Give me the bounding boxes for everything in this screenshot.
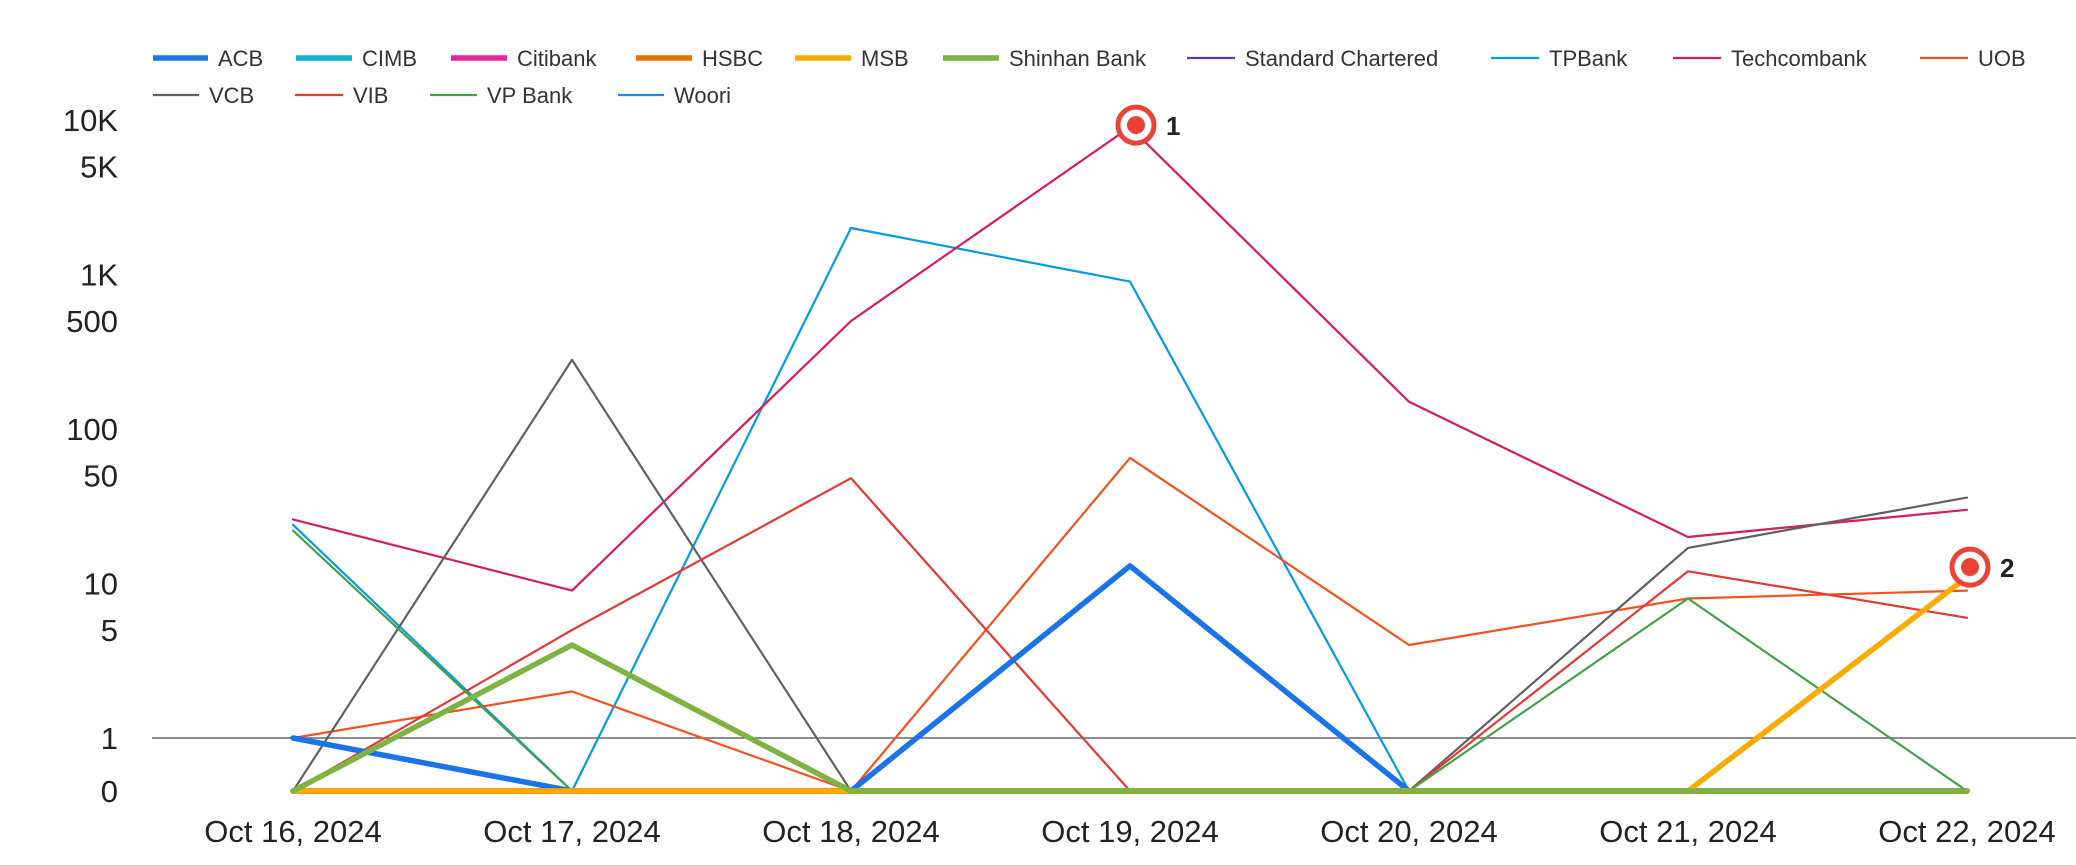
legend-label-uob: UOB — [1978, 46, 2026, 71]
x-tick-label: Oct 21, 2024 — [1599, 814, 1777, 849]
x-tick-label: Oct 17, 2024 — [483, 814, 661, 849]
legend-label-tpbank: TPBank — [1549, 46, 1628, 71]
series-line-acb — [290, 563, 1970, 794]
legend-label-acb: ACB — [218, 46, 263, 71]
legend-label-citibank: Citibank — [517, 46, 597, 71]
series-line-msb — [290, 574, 1970, 794]
legend-label-shinhan-bank: Shinhan Bank — [1009, 46, 1147, 71]
annotation-label: 1 — [1166, 111, 1180, 141]
y-tick-label: 50 — [84, 459, 118, 494]
legend-label-techcombank: Techcombank — [1731, 46, 1868, 71]
y-axis-ticks: 0 1 5 10 50 100 500 1K 5K 10K — [63, 103, 118, 809]
y-tick-label: 500 — [66, 304, 118, 339]
series-line-shinhan-bank — [290, 642, 1970, 794]
legend-label-vib: VIB — [353, 83, 388, 108]
legend-label-vp-bank: VP Bank — [487, 83, 573, 108]
y-tick-label: 5K — [80, 150, 118, 185]
series-line-uob — [291, 456, 1969, 793]
y-tick-label: 10K — [63, 103, 118, 138]
series-layer — [290, 125, 1970, 794]
series-line-tpbank — [291, 226, 1969, 793]
series-line-techcombank — [291, 125, 1969, 592]
y-tick-label: 0 — [101, 774, 118, 809]
annotation-marker-dot — [1961, 558, 1979, 577]
legend-label-cimb: CIMB — [362, 46, 417, 71]
y-tick-label: 100 — [66, 412, 118, 447]
annotation-layer: 12 — [1115, 104, 2014, 588]
x-tick-label: Oct 18, 2024 — [762, 814, 940, 849]
legend-label-woori: Woori — [674, 83, 731, 108]
annotation-label: 2 — [2000, 553, 2014, 583]
x-tick-label: Oct 16, 2024 — [204, 814, 382, 849]
y-tick-label: 1K — [80, 258, 118, 293]
y-tick-label: 10 — [84, 567, 118, 602]
x-tick-label: Oct 22, 2024 — [1878, 814, 2056, 849]
legend-label-msb: MSB — [861, 46, 909, 71]
legend-label-hsbc: HSBC — [702, 46, 763, 71]
legend[interactable]: ACB CIMB Citibank HSBC MSB Shinhan Bank Standa… — [153, 46, 2026, 108]
series-line-vib — [291, 477, 1969, 793]
legend-label-vcb: VCB — [209, 83, 254, 108]
x-axis-ticks: Oct 16, 2024 Oct 17, 2024 Oct 18, 2024 Oct … — [204, 814, 2056, 849]
legend-label-standard-chartered: Standard Chartered — [1245, 46, 1438, 71]
annotation-marker-dot — [1127, 116, 1145, 135]
y-tick-label: 5 — [101, 613, 118, 648]
y-tick-label: 1 — [101, 721, 118, 756]
x-tick-label: Oct 19, 2024 — [1041, 814, 1219, 849]
x-tick-label: Oct 20, 2024 — [1320, 814, 1498, 849]
